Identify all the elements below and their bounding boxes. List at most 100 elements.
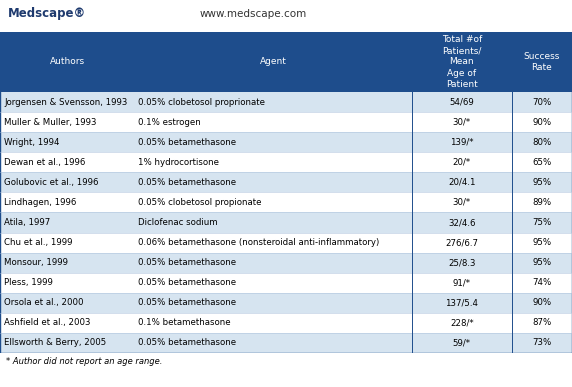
Bar (134, 192, 412, 212)
Bar (0, 112, 134, 132)
Text: 30/*: 30/* (453, 198, 471, 207)
Text: Agent: Agent (260, 58, 287, 67)
Bar (134, 313, 412, 333)
Bar (0, 132, 134, 152)
Bar (412, 253, 512, 273)
Text: 0.1% betamethasone: 0.1% betamethasone (138, 319, 231, 327)
Bar (412, 293, 512, 313)
Text: 65%: 65% (533, 158, 551, 167)
Text: 0.06% betamethasone (nonsteroidal anti-inflammatory): 0.06% betamethasone (nonsteroidal anti-i… (138, 238, 380, 247)
Bar (412, 132, 512, 152)
Bar (412, 152, 512, 172)
Text: 0.05% betamethasone: 0.05% betamethasone (138, 178, 237, 187)
Bar (0, 172, 134, 192)
Text: 32/4.6: 32/4.6 (448, 218, 476, 227)
Bar (0, 293, 134, 313)
Bar (134, 32, 412, 92)
Text: 0.05% betamethasone: 0.05% betamethasone (138, 298, 237, 307)
Bar (412, 333, 512, 353)
Bar (134, 132, 412, 152)
Bar (0, 313, 134, 333)
Bar (512, 172, 572, 192)
Bar (0, 233, 134, 253)
Text: 0.05% betamethasone: 0.05% betamethasone (138, 278, 237, 287)
Text: 59/*: 59/* (453, 339, 471, 348)
Text: Success
Rate: Success Rate (524, 52, 560, 72)
Bar (134, 92, 412, 112)
Bar (134, 233, 412, 253)
Bar (0, 212, 134, 233)
Text: Muller & Muller, 1993: Muller & Muller, 1993 (4, 118, 97, 127)
Text: 276/6.7: 276/6.7 (446, 238, 478, 247)
Text: 74%: 74% (533, 278, 551, 287)
Bar (412, 32, 512, 92)
Text: 70%: 70% (533, 98, 551, 106)
Text: 0.1% estrogen: 0.1% estrogen (138, 118, 201, 127)
Text: Monsour, 1999: Monsour, 1999 (4, 258, 68, 267)
Text: 95%: 95% (533, 238, 551, 247)
Text: Ashfield et al., 2003: Ashfield et al., 2003 (4, 319, 90, 327)
Bar (512, 92, 572, 112)
Bar (412, 92, 512, 112)
Text: 89%: 89% (533, 198, 551, 207)
Text: 137/5.4: 137/5.4 (446, 298, 478, 307)
Text: 20/4.1: 20/4.1 (448, 178, 476, 187)
Text: Wright, 1994: Wright, 1994 (4, 138, 59, 147)
Text: Orsola et al., 2000: Orsola et al., 2000 (4, 298, 84, 307)
Text: 228/*: 228/* (450, 319, 474, 327)
Text: Medscape®: Medscape® (8, 7, 86, 21)
Text: Source: Urol Nurs © 2006 Society of Urologic Nurses and Associates: Source: Urol Nurs © 2006 Society of Urol… (307, 373, 568, 382)
Text: 91/*: 91/* (453, 278, 471, 287)
Bar (412, 212, 512, 233)
Bar (512, 132, 572, 152)
Bar (0, 192, 134, 212)
Bar (512, 333, 572, 353)
Bar (512, 233, 572, 253)
Text: 75%: 75% (533, 218, 551, 227)
Text: 80%: 80% (533, 138, 551, 147)
Bar (512, 152, 572, 172)
Text: 30/*: 30/* (453, 118, 471, 127)
Bar (134, 333, 412, 353)
Text: 1% hydrocortisone: 1% hydrocortisone (138, 158, 220, 167)
Text: 25/8.3: 25/8.3 (448, 258, 476, 267)
Bar (412, 313, 512, 333)
Bar (0, 92, 134, 112)
Bar (512, 112, 572, 132)
Text: 0.05% clobetosol propionate: 0.05% clobetosol propionate (138, 198, 262, 207)
Text: 20/*: 20/* (453, 158, 471, 167)
Text: 90%: 90% (533, 298, 551, 307)
Text: 87%: 87% (533, 319, 551, 327)
Text: 95%: 95% (533, 258, 551, 267)
Text: Pless, 1999: Pless, 1999 (4, 278, 53, 287)
Bar (134, 293, 412, 313)
Bar (512, 32, 572, 92)
Text: Chu et al., 1999: Chu et al., 1999 (4, 238, 73, 247)
Text: 0.05% betamethasone: 0.05% betamethasone (138, 339, 237, 348)
Bar (412, 192, 512, 212)
Text: Diclofenac sodium: Diclofenac sodium (138, 218, 218, 227)
Text: Dewan et al., 1996: Dewan et al., 1996 (4, 158, 85, 167)
Bar (134, 112, 412, 132)
Text: www.medscape.com: www.medscape.com (200, 9, 307, 19)
Text: Lindhagen, 1996: Lindhagen, 1996 (4, 198, 77, 207)
Bar (134, 253, 412, 273)
Text: Jorgensen & Svensson, 1993: Jorgensen & Svensson, 1993 (4, 98, 128, 106)
Bar (0, 253, 134, 273)
Text: Atila, 1997: Atila, 1997 (4, 218, 50, 227)
Text: 0.05% betamethasone: 0.05% betamethasone (138, 138, 237, 147)
Bar (134, 172, 412, 192)
Bar (512, 192, 572, 212)
Bar (512, 313, 572, 333)
Bar (512, 273, 572, 293)
Bar (512, 212, 572, 233)
Text: Total #of
Patients/
Mean
Age of
Patient: Total #of Patients/ Mean Age of Patient (442, 35, 482, 89)
Bar (134, 273, 412, 293)
Bar (412, 172, 512, 192)
Text: 0.05% clobetosol proprionate: 0.05% clobetosol proprionate (138, 98, 265, 106)
Text: 54/69: 54/69 (450, 98, 474, 106)
Text: 139/*: 139/* (450, 138, 474, 147)
Bar (134, 152, 412, 172)
Text: 0.05% betamethasone: 0.05% betamethasone (138, 258, 237, 267)
Bar (412, 273, 512, 293)
